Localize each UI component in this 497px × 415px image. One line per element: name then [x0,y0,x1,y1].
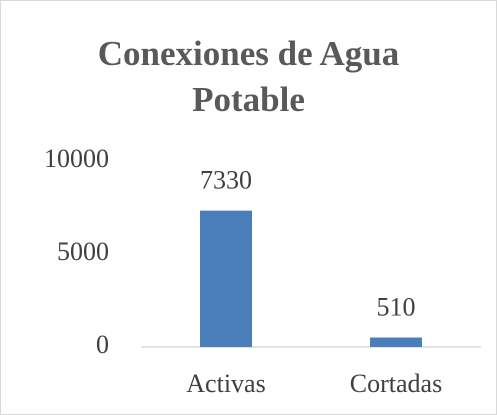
bar [370,337,422,347]
y-tick-label: 10000 [44,144,109,173]
bar [200,210,252,347]
data-label: 510 [377,292,416,321]
x-tick-label: Activas [186,369,265,398]
y-tick-label: 0 [96,330,109,359]
y-tick-label: 5000 [57,237,109,266]
data-label: 7330 [200,166,252,195]
chart-title: Conexiones de Agua Potable [97,34,400,119]
x-tick-label: Cortadas [350,369,442,398]
